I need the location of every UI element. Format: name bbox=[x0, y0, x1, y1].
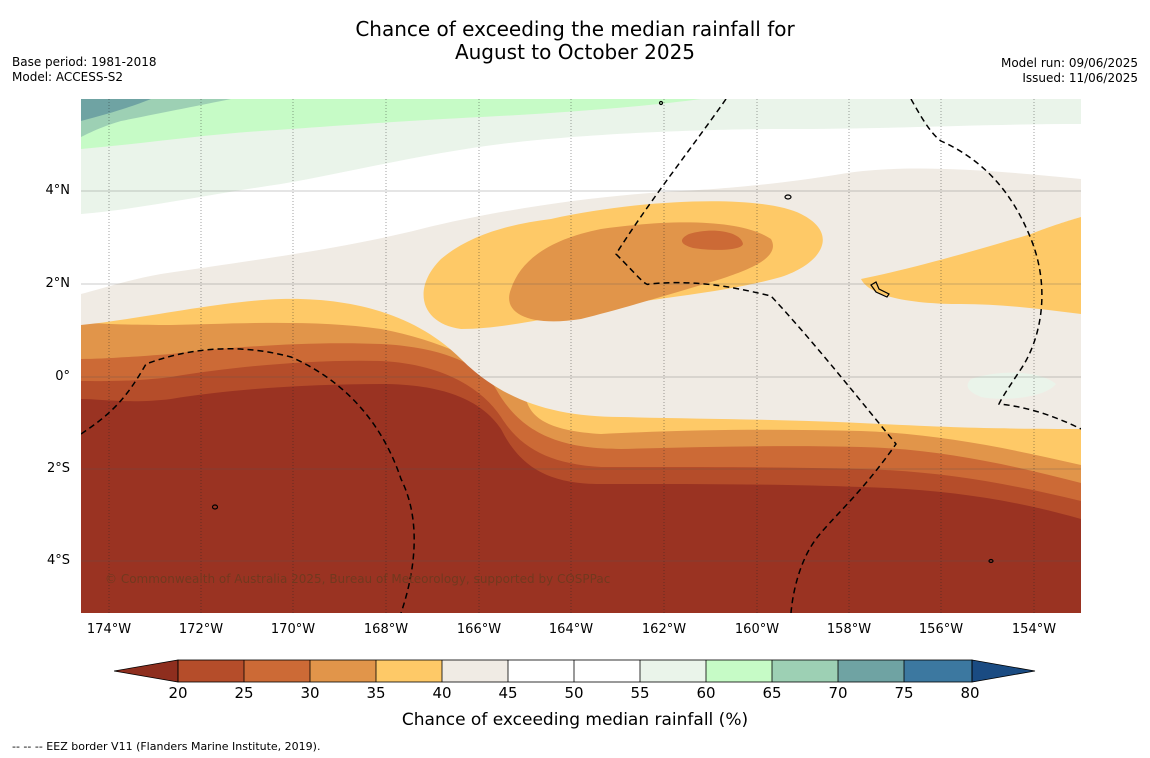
lon-label-158w: 158°W bbox=[826, 622, 872, 637]
colorbar-cell-40-45 bbox=[442, 660, 508, 682]
colorbar-cell-70-75 bbox=[838, 660, 904, 682]
cbar-tick-65: 65 bbox=[762, 684, 782, 702]
lat-label-2s: 2°S bbox=[46, 461, 70, 476]
colorbar-cell-30-35 bbox=[310, 660, 376, 682]
chart-title: Chance of exceeding the median rainfall … bbox=[0, 18, 1150, 64]
colorbar-cell-20-25 bbox=[178, 660, 244, 682]
lon-label-156w: 156°W bbox=[918, 622, 964, 637]
islands bbox=[211, 100, 994, 564]
colorbar-cell-55-60 bbox=[640, 660, 706, 682]
lat-label-4s: 4°S bbox=[46, 553, 70, 568]
cbar-tick-45: 45 bbox=[498, 684, 518, 702]
colorbar-label: Chance of exceeding median rainfall (%) bbox=[401, 710, 749, 730]
colorbar-cell-65-70 bbox=[772, 660, 838, 682]
lon-label-174w: 174°W bbox=[86, 622, 132, 637]
title-line-2: August to October 2025 bbox=[454, 40, 696, 64]
issued-date: Issued: 11/06/2025 bbox=[1022, 71, 1138, 85]
cbar-tick-20: 20 bbox=[168, 684, 188, 702]
band-60 bbox=[81, 99, 1081, 214]
cbar-tick-75: 75 bbox=[894, 684, 914, 702]
lat-label-0: 0° bbox=[55, 369, 70, 384]
lon-label-154w: 154°W bbox=[1011, 622, 1057, 637]
colorbar bbox=[114, 659, 1036, 683]
colorbar-high-arrow bbox=[971, 659, 1036, 683]
map-svg bbox=[81, 99, 1081, 613]
colorbar-cell-75-80 bbox=[904, 660, 972, 682]
colorbar-frame bbox=[177, 659, 973, 683]
eez-borders bbox=[81, 99, 1081, 613]
colorbar-cell-45-50 bbox=[508, 660, 574, 682]
colorbar-cell-50-55 bbox=[574, 660, 640, 682]
lat-label-4n: 4°N bbox=[45, 183, 71, 198]
band-40-east bbox=[861, 217, 1081, 314]
colorbar-cell-25-30 bbox=[244, 660, 310, 682]
title-line-1: Chance of exceeding the median rainfall … bbox=[355, 17, 795, 41]
meta-right: Model run: 09/06/2025 Issued: 11/06/2025 bbox=[1001, 56, 1138, 86]
cbar-tick-40: 40 bbox=[432, 684, 452, 702]
model-name: Model: ACCESS-S2 bbox=[12, 70, 124, 84]
colorbar-cell-60-65 bbox=[706, 660, 772, 682]
eez-footnote: -- -- -- EEZ border V11 (Flanders Marine… bbox=[12, 740, 321, 753]
rainfall-map bbox=[81, 99, 1081, 613]
band-60-east bbox=[967, 372, 1056, 399]
band-65 bbox=[81, 99, 701, 149]
cbar-tick-55: 55 bbox=[630, 684, 650, 702]
lat-label-2n: 2°N bbox=[45, 276, 71, 291]
cbar-tick-50: 50 bbox=[564, 684, 584, 702]
cbar-tick-35: 35 bbox=[366, 684, 386, 702]
band-30-spot bbox=[681, 230, 743, 250]
lon-label-160w: 160°W bbox=[734, 622, 780, 637]
lon-label-164w: 164°W bbox=[548, 622, 594, 637]
graticule-lat bbox=[81, 190, 1081, 562]
meta-left: Base period: 1981-2018 Model: ACCESS-S2 bbox=[12, 55, 157, 85]
colorbar-low-arrow bbox=[114, 659, 179, 683]
cbar-tick-80: 80 bbox=[960, 684, 980, 702]
model-run: Model run: 09/06/2025 bbox=[1000, 56, 1138, 70]
lon-label-162w: 162°W bbox=[641, 622, 687, 637]
cbar-tick-60: 60 bbox=[696, 684, 716, 702]
cbar-tick-25: 25 bbox=[234, 684, 254, 702]
cbar-tick-30: 30 bbox=[300, 684, 320, 702]
colorbar-cell-35-40 bbox=[376, 660, 442, 682]
band-75 bbox=[81, 99, 151, 121]
lon-label-172w: 172°W bbox=[178, 622, 224, 637]
copyright-note: © Commonwealth of Australia 2025, Bureau… bbox=[105, 572, 611, 586]
base-period: Base period: 1981-2018 bbox=[12, 55, 157, 69]
cbar-tick-70: 70 bbox=[828, 684, 848, 702]
lon-label-166w: 166°W bbox=[456, 622, 502, 637]
lon-label-168w: 168°W bbox=[363, 622, 409, 637]
lon-label-170w: 170°W bbox=[270, 622, 316, 637]
